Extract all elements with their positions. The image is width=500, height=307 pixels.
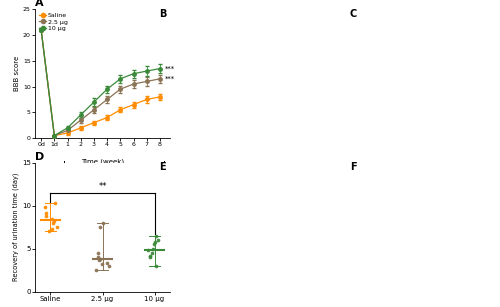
Point <box>50 220 58 225</box>
Point <box>48 227 56 231</box>
Point <box>40 205 48 210</box>
Point <box>94 255 102 260</box>
Point <box>105 263 113 268</box>
Point <box>144 248 152 253</box>
Point <box>94 251 102 255</box>
Point <box>99 220 107 225</box>
Point <box>150 242 158 247</box>
Text: ***: *** <box>165 65 175 72</box>
Point <box>148 246 156 251</box>
Point <box>154 238 162 243</box>
Point <box>42 214 50 219</box>
Point <box>146 255 154 260</box>
X-axis label: Time (week): Time (week) <box>81 158 124 165</box>
Y-axis label: Recovery of urination time (day): Recovery of urination time (day) <box>12 173 19 282</box>
Point <box>96 257 104 262</box>
Point <box>146 253 154 258</box>
Text: ***: *** <box>165 76 175 82</box>
Point <box>103 261 111 266</box>
Point <box>92 268 100 273</box>
Point <box>152 233 160 238</box>
Point <box>94 257 102 262</box>
Point <box>98 262 106 266</box>
Point <box>152 263 160 268</box>
Text: E: E <box>159 162 166 173</box>
Legend: Saline, 2.5 μg, 10 μg: Saline, 2.5 μg, 10 μg <box>38 12 68 32</box>
Point <box>45 229 53 234</box>
Point <box>52 225 60 230</box>
Text: A: A <box>35 0 43 8</box>
Point <box>42 210 50 215</box>
Point <box>52 201 60 206</box>
Text: C: C <box>350 10 357 19</box>
Text: B: B <box>159 10 166 19</box>
Point <box>96 225 104 230</box>
Y-axis label: BBB score: BBB score <box>14 56 20 91</box>
Point <box>50 219 58 223</box>
Text: **: ** <box>98 182 107 191</box>
Point <box>48 216 56 221</box>
Text: D: D <box>35 152 44 162</box>
Point <box>150 239 158 244</box>
Point <box>148 251 156 255</box>
Text: F: F <box>350 162 356 173</box>
